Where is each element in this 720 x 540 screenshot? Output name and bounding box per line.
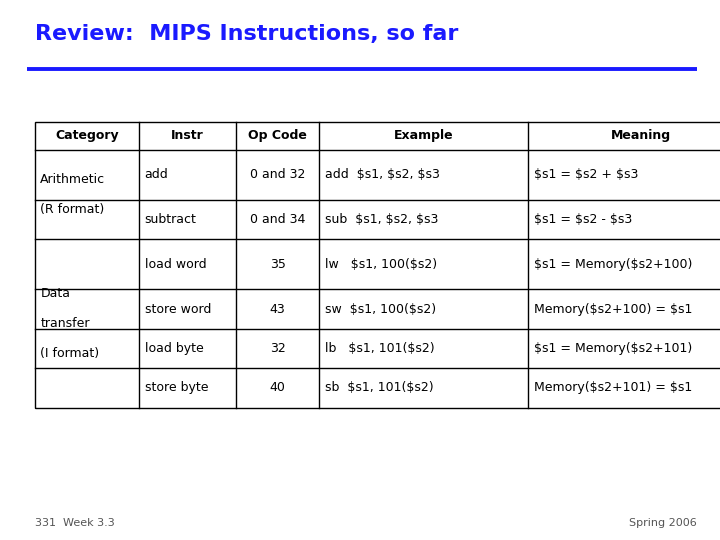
Text: sw  $s1, 100($s2): sw $s1, 100($s2) (325, 302, 436, 316)
Text: sb  $s1, 101($s2): sb $s1, 101($s2) (325, 381, 433, 395)
Text: lw   $s1, 100($s2): lw $s1, 100($s2) (325, 258, 437, 271)
Text: Review:  MIPS Instructions, so far: Review: MIPS Instructions, so far (35, 24, 458, 44)
Text: Spring 2006: Spring 2006 (629, 518, 697, 528)
Text: 40: 40 (269, 381, 286, 395)
Text: Arithmetic

(R format): Arithmetic (R format) (40, 173, 105, 216)
Text: add  $s1, $s2, $s3: add $s1, $s2, $s3 (325, 168, 440, 181)
Text: Category: Category (55, 129, 119, 142)
Text: subtract: subtract (145, 213, 197, 226)
Text: $s1 = Memory($s2+100): $s1 = Memory($s2+100) (534, 258, 692, 271)
Text: $s1 = $s2 + $s3: $s1 = $s2 + $s3 (534, 168, 638, 181)
Text: Memory($s2+101) = $s1: Memory($s2+101) = $s1 (534, 381, 692, 395)
Text: 43: 43 (270, 302, 285, 316)
Text: sub  $s1, $s2, $s3: sub $s1, $s2, $s3 (325, 213, 438, 226)
Text: 0 and 34: 0 and 34 (250, 213, 305, 226)
Text: Instr: Instr (171, 129, 204, 142)
Text: add: add (145, 168, 168, 181)
Text: Example: Example (394, 129, 453, 142)
Text: 32: 32 (270, 342, 285, 355)
Text: lb   $s1, 101($s2): lb $s1, 101($s2) (325, 342, 434, 355)
Text: load byte: load byte (145, 342, 204, 355)
Text: load word: load word (145, 258, 207, 271)
Text: Op Code: Op Code (248, 129, 307, 142)
Text: $s1 = $s2 - $s3: $s1 = $s2 - $s3 (534, 213, 631, 226)
Text: Memory($s2+100) = $s1: Memory($s2+100) = $s1 (534, 302, 692, 316)
Text: 35: 35 (269, 258, 286, 271)
Text: store byte: store byte (145, 381, 208, 395)
Text: 331  Week 3.3: 331 Week 3.3 (35, 518, 114, 528)
Bar (35, 122, 720, 408)
Text: Meaning: Meaning (611, 129, 671, 142)
Text: 0 and 32: 0 and 32 (250, 168, 305, 181)
Text: Data

transfer

(I format): Data transfer (I format) (40, 287, 99, 360)
Text: $s1 = Memory($s2+101): $s1 = Memory($s2+101) (534, 342, 692, 355)
Text: store word: store word (145, 302, 211, 316)
